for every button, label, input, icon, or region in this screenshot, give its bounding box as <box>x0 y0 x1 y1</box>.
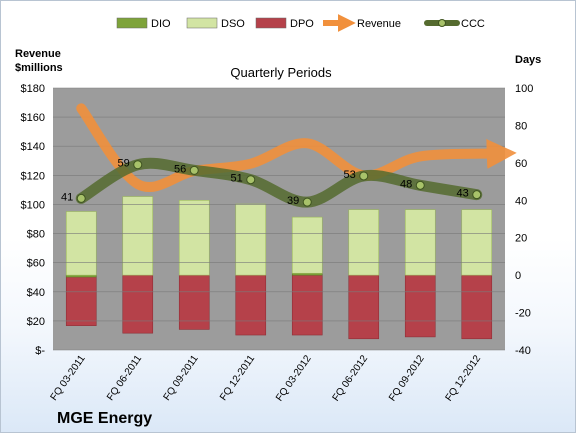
x-tick-label: FQ 09-2011 <box>162 353 201 403</box>
legend-label: DSO <box>221 18 245 30</box>
left-tick-label: $160 <box>21 112 45 124</box>
bar-dpo <box>65 274 97 326</box>
right-tick-label: 20 <box>515 233 527 245</box>
ccc-point <box>133 160 143 170</box>
left-tick-label: $20 <box>27 316 45 328</box>
chart-title: Quarterly Periods <box>230 65 332 80</box>
left-axis-label-line1: Revenue <box>15 48 61 60</box>
bar-dpo <box>178 274 210 330</box>
bar-dso <box>65 211 97 276</box>
legend-label: CCC <box>461 18 485 30</box>
right-tick-label: -20 <box>515 308 531 320</box>
left-tick-label: $120 <box>21 170 45 182</box>
bar-dpo <box>461 274 493 340</box>
ccc-point <box>76 193 86 203</box>
bar-dpo <box>404 274 436 338</box>
bar-dpo <box>122 274 154 334</box>
ccc-data-label: 43 <box>457 188 469 200</box>
right-tick-label: 100 <box>515 83 533 95</box>
ccc-point <box>472 190 482 200</box>
legend-swatch <box>116 17 148 29</box>
legend-swatch <box>186 17 218 29</box>
left-tick-label: $40 <box>27 287 45 299</box>
ccc-point <box>246 175 256 185</box>
ccc-data-label: 53 <box>344 169 356 181</box>
left-tick-label: $180 <box>21 83 45 95</box>
plot-area <box>53 88 505 350</box>
right-tick-label: 0 <box>515 270 521 282</box>
ccc-data-label: 59 <box>118 158 130 170</box>
left-tick-label: $- <box>35 345 45 357</box>
bar-dso <box>461 209 493 276</box>
bar-dso <box>291 216 323 274</box>
right-tick-label: -40 <box>515 345 531 357</box>
company-name: MGE Energy <box>57 410 152 427</box>
x-tick-label: FQ 06-2012 <box>331 353 371 403</box>
left-tick-label: $80 <box>27 229 45 241</box>
revenue-line <box>76 103 517 192</box>
ccc-data-label: 51 <box>231 173 243 185</box>
ccc-point <box>415 180 425 190</box>
x-tick-label: FQ 12-2012 <box>444 353 484 403</box>
ccc-data-label: 48 <box>400 178 412 190</box>
right-tick-label: 40 <box>515 195 527 207</box>
left-axis-label-line2: $millions <box>15 62 63 74</box>
ccc-data-label: 39 <box>287 195 299 207</box>
ccc-data-label: 41 <box>61 191 73 203</box>
legend-label: Revenue <box>357 18 401 30</box>
right-tick-label: 80 <box>515 120 527 132</box>
bar-dso <box>178 199 210 276</box>
x-tick-label: FQ 03-2011 <box>49 353 88 403</box>
left-tick-label: $100 <box>21 199 45 211</box>
bar-dso <box>122 196 154 276</box>
bar-dpo <box>348 274 380 340</box>
left-tick-label: $140 <box>21 141 45 153</box>
legend-label: DIO <box>151 18 171 30</box>
x-tick-label: FQ 03-2012 <box>274 353 314 403</box>
bar-dpo <box>235 274 267 336</box>
legend-swatch-marker <box>438 19 446 27</box>
legend-label: DPO <box>290 18 314 30</box>
ccc-point <box>302 197 312 207</box>
legend-swatch <box>255 17 287 29</box>
right-tick-label: 60 <box>515 158 527 170</box>
bar-dso <box>235 203 267 276</box>
left-tick-label: $60 <box>27 258 45 270</box>
x-tick-label: FQ 12-2011 <box>218 353 257 403</box>
x-tick-label: FQ 06-2011 <box>105 353 144 403</box>
ccc-point <box>359 171 369 181</box>
ccc-point <box>189 165 199 175</box>
x-tick-label: FQ 09-2012 <box>387 353 427 403</box>
bar-dso <box>404 209 436 276</box>
bar-dpo <box>291 274 323 336</box>
bar-dso <box>348 209 380 276</box>
right-axis-label: Days <box>515 54 541 66</box>
ccc-data-label: 56 <box>174 163 186 175</box>
